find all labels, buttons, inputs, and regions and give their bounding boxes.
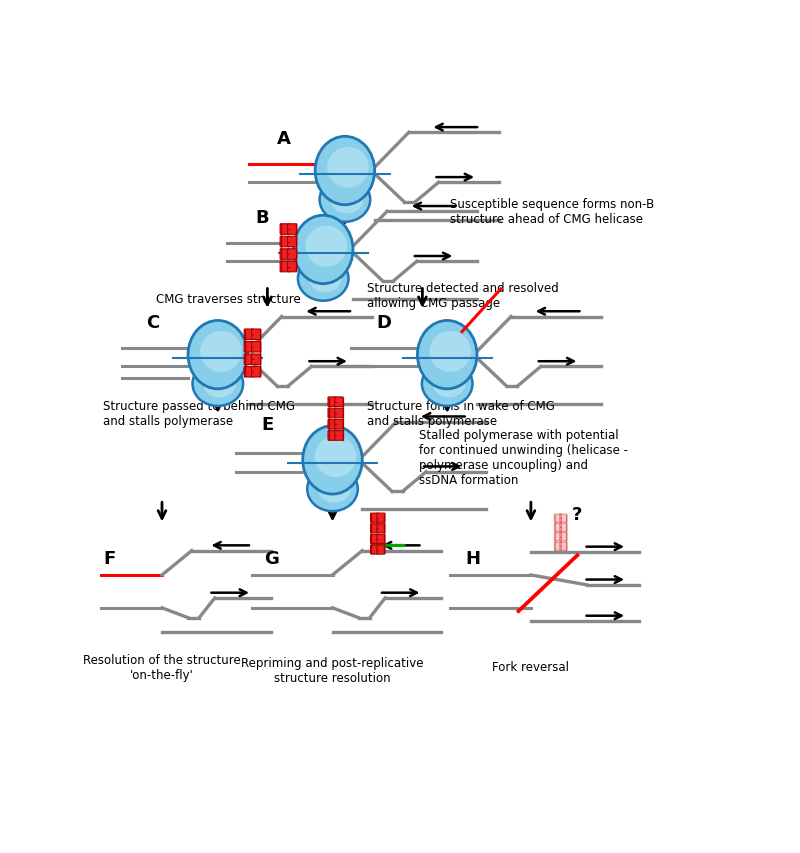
Ellipse shape bbox=[309, 265, 342, 293]
Ellipse shape bbox=[307, 467, 358, 512]
FancyBboxPatch shape bbox=[334, 420, 343, 430]
Ellipse shape bbox=[315, 137, 374, 206]
Ellipse shape bbox=[433, 370, 466, 397]
FancyBboxPatch shape bbox=[370, 535, 378, 544]
FancyBboxPatch shape bbox=[287, 262, 297, 272]
Text: ?: ? bbox=[572, 505, 582, 523]
FancyBboxPatch shape bbox=[370, 514, 378, 523]
Text: Fork reversal: Fork reversal bbox=[492, 661, 570, 674]
Ellipse shape bbox=[418, 321, 477, 389]
Text: G: G bbox=[264, 550, 279, 568]
Text: Resolution of the structure
'on-the-fly': Resolution of the structure 'on-the-fly' bbox=[83, 653, 241, 682]
Text: Susceptible sequence forms non-B
structure ahead of CMG helicase: Susceptible sequence forms non-B structu… bbox=[450, 198, 654, 226]
FancyBboxPatch shape bbox=[244, 329, 254, 340]
Ellipse shape bbox=[294, 216, 353, 284]
Ellipse shape bbox=[430, 332, 471, 373]
Ellipse shape bbox=[330, 187, 363, 214]
FancyBboxPatch shape bbox=[377, 535, 385, 544]
FancyBboxPatch shape bbox=[554, 543, 562, 551]
FancyBboxPatch shape bbox=[560, 524, 567, 532]
Ellipse shape bbox=[188, 321, 247, 389]
FancyBboxPatch shape bbox=[251, 342, 261, 352]
Text: C: C bbox=[146, 313, 160, 331]
FancyBboxPatch shape bbox=[377, 545, 385, 554]
FancyBboxPatch shape bbox=[328, 409, 337, 418]
FancyBboxPatch shape bbox=[560, 543, 567, 551]
Ellipse shape bbox=[422, 362, 473, 407]
Ellipse shape bbox=[302, 426, 362, 495]
Ellipse shape bbox=[298, 257, 349, 301]
Text: Structure forms in wake of CMG
and stalls polymerase: Structure forms in wake of CMG and stall… bbox=[366, 399, 554, 427]
FancyBboxPatch shape bbox=[328, 431, 337, 441]
FancyBboxPatch shape bbox=[554, 524, 562, 532]
FancyBboxPatch shape bbox=[280, 224, 290, 235]
Ellipse shape bbox=[318, 476, 350, 503]
FancyBboxPatch shape bbox=[554, 533, 562, 542]
Text: E: E bbox=[262, 415, 274, 433]
Text: H: H bbox=[466, 550, 481, 568]
Text: Structure passed to behind CMG
and stalls polymerase: Structure passed to behind CMG and stall… bbox=[103, 399, 295, 427]
FancyBboxPatch shape bbox=[377, 514, 385, 523]
FancyBboxPatch shape bbox=[287, 237, 297, 247]
Text: D: D bbox=[376, 313, 391, 331]
FancyBboxPatch shape bbox=[370, 524, 378, 533]
FancyBboxPatch shape bbox=[244, 367, 254, 378]
Ellipse shape bbox=[327, 148, 369, 189]
FancyBboxPatch shape bbox=[244, 342, 254, 352]
FancyBboxPatch shape bbox=[280, 237, 290, 247]
FancyBboxPatch shape bbox=[554, 514, 562, 523]
FancyBboxPatch shape bbox=[251, 355, 261, 365]
FancyBboxPatch shape bbox=[280, 262, 290, 272]
Ellipse shape bbox=[314, 437, 357, 478]
FancyBboxPatch shape bbox=[328, 420, 337, 430]
Text: Structure detected and resolved
allowing CMG passage: Structure detected and resolved allowing… bbox=[366, 281, 558, 310]
Text: A: A bbox=[277, 130, 290, 148]
FancyBboxPatch shape bbox=[334, 409, 343, 418]
Ellipse shape bbox=[203, 370, 236, 397]
FancyBboxPatch shape bbox=[280, 249, 290, 260]
Text: F: F bbox=[103, 550, 115, 568]
FancyBboxPatch shape bbox=[287, 249, 297, 260]
FancyBboxPatch shape bbox=[334, 397, 343, 407]
Ellipse shape bbox=[200, 332, 242, 373]
FancyBboxPatch shape bbox=[251, 329, 261, 340]
Text: CMG traverses structure: CMG traverses structure bbox=[156, 293, 301, 306]
Text: Stalled polymerase with potential
for continued unwinding (helicase -
polymerase: Stalled polymerase with potential for co… bbox=[419, 428, 628, 486]
FancyBboxPatch shape bbox=[287, 224, 297, 235]
FancyBboxPatch shape bbox=[334, 431, 343, 441]
FancyBboxPatch shape bbox=[370, 545, 378, 554]
FancyBboxPatch shape bbox=[244, 355, 254, 365]
Ellipse shape bbox=[306, 226, 347, 267]
Text: B: B bbox=[255, 208, 269, 226]
FancyBboxPatch shape bbox=[251, 367, 261, 378]
FancyBboxPatch shape bbox=[560, 514, 567, 523]
Ellipse shape bbox=[193, 362, 243, 407]
FancyBboxPatch shape bbox=[328, 397, 337, 407]
FancyBboxPatch shape bbox=[377, 524, 385, 533]
FancyBboxPatch shape bbox=[560, 533, 567, 542]
Ellipse shape bbox=[320, 178, 370, 223]
Text: Repriming and post-replicative
structure resolution: Repriming and post-replicative structure… bbox=[242, 657, 424, 684]
